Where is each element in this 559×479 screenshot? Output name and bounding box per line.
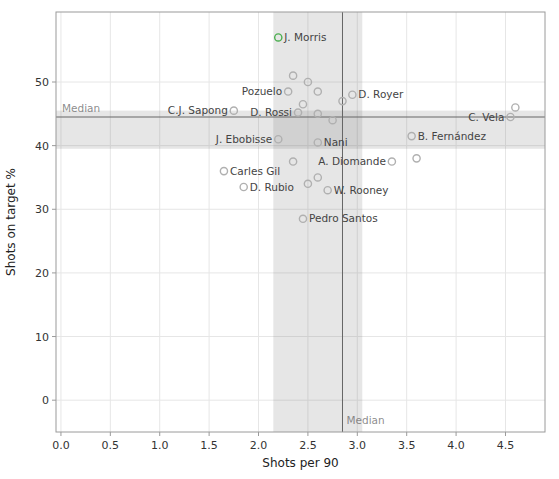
point-label: Pedro Santos [309,212,378,224]
y-tick [52,82,56,83]
point-label: C.J. Sapong [168,104,228,116]
x-tick-label: 1.5 [200,439,218,452]
scatter-point [220,167,227,174]
point-label: J. Morris [283,31,326,43]
y-tick [52,336,56,337]
scatter-point [289,158,296,165]
x-tick-label: 0.0 [52,439,70,452]
page: {"chart_data": {"type": "scatter", "x": … [0,0,559,479]
y-tick [52,400,56,401]
scatter-point [304,180,311,187]
scatter-point [240,183,247,190]
x-grid-line [505,12,506,432]
point-label: Carles Gil [230,165,280,177]
texts: Median Median J. Morris Pozuelo C.J. Sapong D… [62,31,504,426]
x-tick [258,432,259,436]
scatter-point [388,158,395,165]
point-label: W. Rooney [334,184,389,196]
x-tick-label: 3.5 [398,439,416,452]
point-label: D. Royer [358,88,404,100]
x-tick [456,432,457,436]
y-tick-label: 0 [42,394,49,407]
y-tick-label: 30 [35,203,49,216]
y-tick-label: 20 [35,267,49,280]
x-tick-label: 4.5 [497,439,515,452]
x-tick-label: 4.0 [447,439,465,452]
point-label: Pozuelo [242,85,282,97]
median-band [56,111,545,149]
x-grid-line [406,12,407,432]
point-label: Nani [324,136,348,148]
y-tick-label: 50 [35,76,49,89]
scatter-point [304,78,311,85]
y-tick [52,272,56,273]
point-label: B. Fernández [418,130,487,142]
scatter-point [314,174,321,181]
x-tick-label: 1.0 [151,439,169,452]
x-grid-line [60,12,61,432]
x-grid-line [110,12,111,432]
scatter-point [285,88,292,95]
scatter-point [314,88,321,95]
scatter-point [339,97,346,104]
y-axis-label: Shots on target % [4,168,18,276]
scatter-point [408,132,415,139]
axes: 0.0 0.5 1.0 1.5 2.0 2.5 3.0 3.5 4.0 4.5 0 10 20 30 40 5… [4,76,514,470]
x-grid-line [258,12,259,432]
x-tick [357,432,358,436]
x-tick [209,432,210,436]
scatter-point [324,187,331,194]
point-label: J. Ebobisse [215,133,272,145]
x-tick-label: 3.0 [349,439,367,452]
scatter-point [329,117,336,124]
y-tick-label: 10 [35,331,49,344]
scatter-point [507,113,514,120]
x-tick-label: 2.5 [299,439,317,452]
x-grid-line [456,12,457,432]
scatter-point [275,34,282,41]
plot-area [56,12,545,432]
x-tick [110,432,111,436]
y-tick [52,209,56,210]
scatter-point [413,155,420,162]
point-label: A. Diomande [318,155,386,167]
scatter-point [275,136,282,143]
x-tick [505,432,506,436]
chart: Median Median J. Morris Pozuelo C.J. Sapong D… [0,0,559,479]
y-tick [52,145,56,146]
x-tick [307,432,308,436]
x-tick [406,432,407,436]
x-tick [159,432,160,436]
y-tick-label: 40 [35,140,49,153]
scatter-point [314,139,321,146]
x-tick [60,432,61,436]
scatter-point [294,109,301,116]
scatter-point [289,72,296,79]
point-label: C. Vela [468,111,504,123]
scatter-point [230,107,237,114]
scatter-point [314,110,321,117]
x-grid-line [209,12,210,432]
point-label: D. Rossi [250,106,292,118]
scatter-point [349,91,356,98]
median-label: Median [62,102,100,114]
plot-background [56,12,545,432]
x-axis-label: Shots per 90 [262,456,338,470]
x-grid-line [159,12,160,432]
scatter-point [299,101,306,108]
grid [56,12,545,432]
plot-frame [56,12,545,432]
scatter-point [299,215,306,222]
x-tick-label: 2.0 [250,439,268,452]
median-label: Median [346,414,384,426]
point-label: D. Rubio [250,181,294,193]
scatter-point [512,104,519,111]
x-tick-label: 0.5 [102,439,120,452]
